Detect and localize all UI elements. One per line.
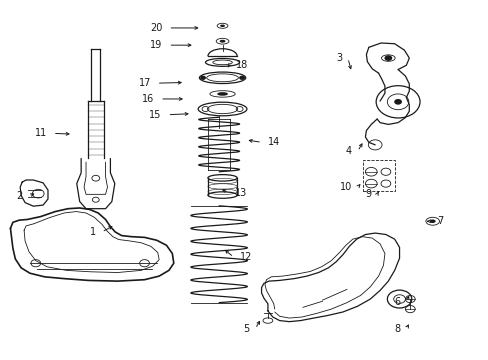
- Text: 8: 8: [394, 324, 400, 334]
- Text: 4: 4: [345, 146, 351, 156]
- Circle shape: [239, 76, 244, 80]
- Text: 10: 10: [339, 182, 351, 192]
- Text: 14: 14: [267, 138, 280, 147]
- Text: 20: 20: [150, 23, 162, 33]
- Circle shape: [200, 76, 205, 80]
- Text: 18: 18: [235, 59, 247, 69]
- Text: 17: 17: [138, 78, 151, 88]
- Text: 2: 2: [17, 191, 22, 201]
- Ellipse shape: [220, 24, 224, 27]
- Bar: [362, 160, 394, 192]
- Circle shape: [384, 55, 391, 61]
- Text: 7: 7: [436, 216, 443, 226]
- Text: 15: 15: [149, 110, 161, 120]
- Ellipse shape: [429, 220, 435, 223]
- Text: 3: 3: [335, 53, 341, 63]
- Text: 9: 9: [365, 189, 370, 199]
- Ellipse shape: [219, 40, 225, 42]
- Text: 11: 11: [35, 129, 47, 138]
- Text: 19: 19: [150, 40, 162, 50]
- Text: 6: 6: [394, 297, 400, 307]
- Ellipse shape: [217, 92, 227, 96]
- Text: 13: 13: [234, 188, 246, 198]
- Text: 1: 1: [89, 227, 96, 237]
- Text: 12: 12: [239, 252, 251, 262]
- Circle shape: [393, 99, 401, 105]
- Text: 16: 16: [142, 94, 154, 104]
- Text: 5: 5: [243, 324, 249, 334]
